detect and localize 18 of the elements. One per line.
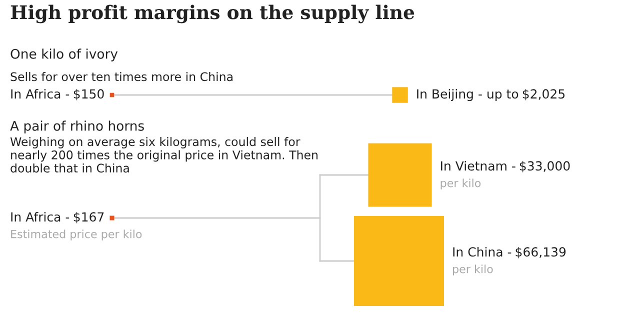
data-label: $66,139 (516, 246, 566, 258)
text: Estimated price per kilo (11, 230, 142, 240)
category-label: In Vietnam - (441, 160, 516, 171)
data-label: $150 (74, 88, 104, 100)
category-label: In China - (453, 246, 512, 257)
category-label: In Africa - (11, 212, 70, 222)
text: One kilo of ivory (10, 48, 118, 62)
data-label: $167 (74, 212, 104, 224)
category-label: In Beijing - up to (417, 88, 518, 102)
text: Sells for over ten times more in China (10, 72, 232, 82)
text: High profit margins on the supply line (10, 4, 414, 24)
data-label: $33,000 (520, 160, 570, 172)
text: A pair of rhino horns (10, 120, 144, 134)
text: per kilo (440, 178, 481, 190)
text: Weighing on average six kilograms, could sell for nearly 200 times the original price in Vietnam. Then double that in China (10, 137, 318, 173)
text: per kilo (453, 264, 493, 276)
data-label: $2,025 (522, 88, 565, 100)
category-label: In Africa - (11, 88, 70, 99)
